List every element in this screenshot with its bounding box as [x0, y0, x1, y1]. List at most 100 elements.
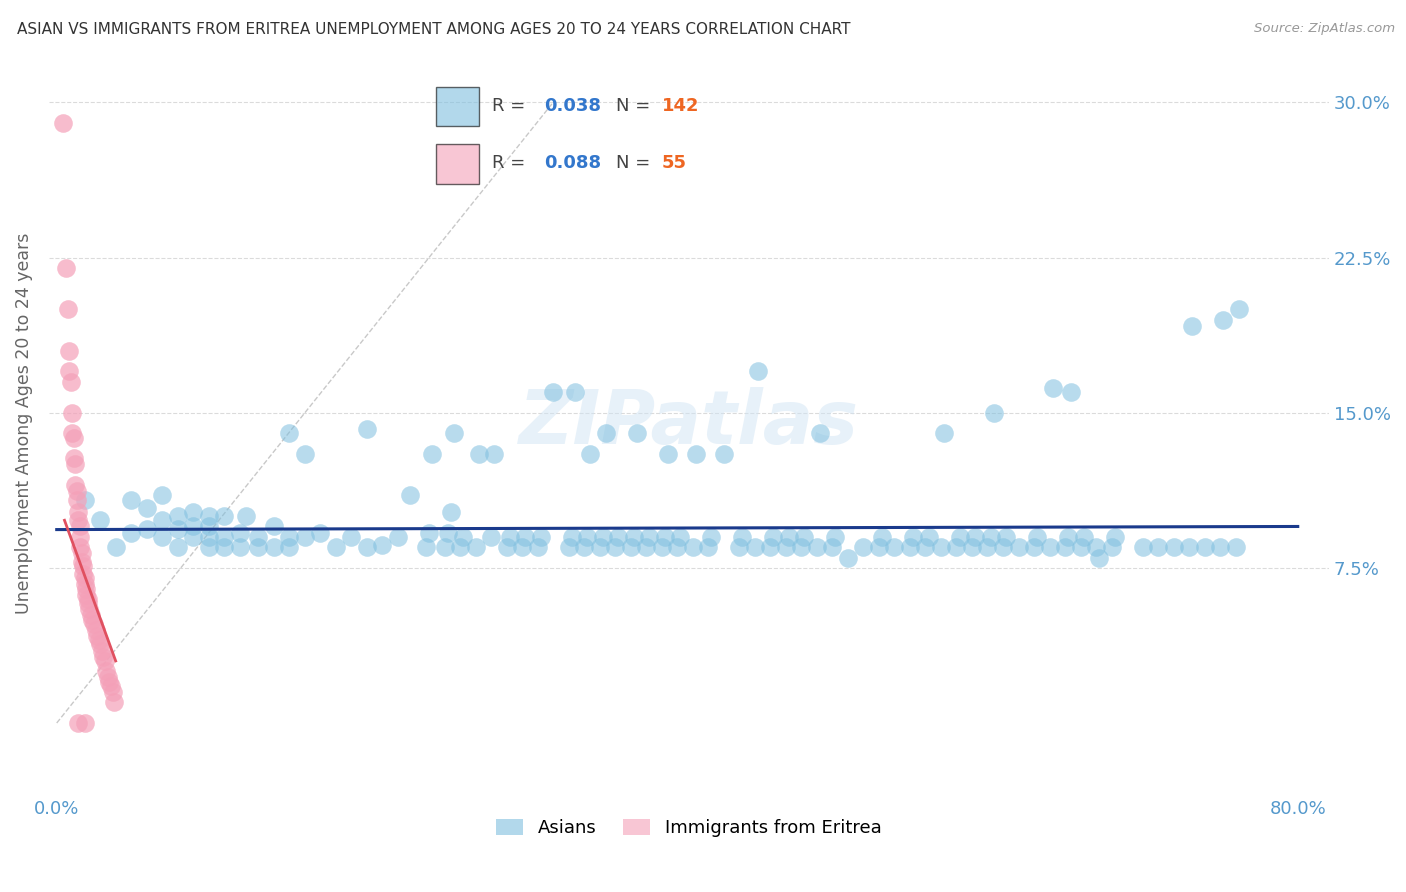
Point: [868, 540, 890, 554]
Point: [440, 505, 463, 519]
Point: [1088, 550, 1111, 565]
Point: [589, 540, 612, 554]
Point: [278, 426, 301, 441]
Point: [793, 530, 815, 544]
Point: [166, 509, 188, 524]
Point: [66, 492, 89, 507]
Point: [808, 426, 831, 441]
Point: [263, 519, 285, 533]
Point: [790, 540, 813, 554]
Point: [65, 478, 87, 492]
Point: [69, 530, 91, 544]
Point: [214, 509, 236, 524]
Point: [135, 500, 157, 515]
Point: [579, 447, 602, 461]
Point: [371, 538, 394, 552]
Point: [75, 582, 97, 596]
Point: [1101, 540, 1123, 554]
Point: [104, 540, 127, 554]
Point: [1181, 318, 1204, 333]
Point: [1007, 540, 1029, 554]
Point: [464, 540, 486, 554]
Point: [1022, 540, 1045, 554]
Point: [58, 343, 80, 358]
Point: [181, 530, 204, 544]
Point: [595, 426, 617, 441]
Point: [197, 530, 219, 544]
Point: [898, 540, 921, 554]
Point: [76, 596, 98, 610]
Point: [1060, 384, 1083, 399]
Point: [70, 546, 93, 560]
Point: [356, 422, 378, 436]
Point: [1227, 302, 1250, 317]
Point: [731, 530, 754, 544]
Point: [728, 540, 751, 554]
Point: [80, 608, 103, 623]
Point: [965, 530, 987, 544]
Point: [557, 540, 579, 554]
Point: [96, 665, 118, 679]
Point: [325, 540, 347, 554]
Point: [526, 540, 548, 554]
Point: [1147, 540, 1170, 554]
Point: [100, 679, 122, 693]
Point: [541, 384, 564, 399]
Point: [883, 540, 905, 554]
Point: [89, 637, 111, 651]
Point: [415, 540, 437, 554]
Point: [87, 633, 110, 648]
Point: [197, 519, 219, 533]
Point: [762, 530, 785, 544]
Point: [433, 540, 456, 554]
Point: [620, 540, 643, 554]
Point: [150, 530, 173, 544]
Point: [682, 540, 704, 554]
Point: [747, 364, 769, 378]
Point: [901, 530, 924, 544]
Point: [449, 540, 471, 554]
Point: [995, 530, 1018, 544]
Point: [67, 513, 90, 527]
Point: [1104, 530, 1126, 544]
Point: [229, 540, 252, 554]
Point: [980, 530, 1002, 544]
Point: [235, 509, 257, 524]
Point: [623, 530, 645, 544]
Point: [247, 540, 270, 554]
Point: [657, 447, 679, 461]
Point: [824, 530, 846, 544]
Point: [914, 540, 936, 554]
Point: [58, 364, 80, 378]
Point: [530, 530, 553, 544]
Point: [229, 525, 252, 540]
Point: [976, 540, 998, 554]
Point: [103, 695, 125, 709]
Point: [150, 488, 173, 502]
Point: [564, 384, 586, 399]
Point: [821, 540, 844, 554]
Point: [932, 426, 955, 441]
Text: Source: ZipAtlas.com: Source: ZipAtlas.com: [1254, 22, 1395, 36]
Point: [1026, 530, 1049, 544]
Point: [685, 447, 707, 461]
Point: [607, 530, 630, 544]
Point: [510, 540, 533, 554]
Point: [278, 540, 301, 554]
Point: [59, 375, 82, 389]
Point: [759, 540, 782, 554]
Point: [91, 649, 114, 664]
Point: [479, 530, 502, 544]
Point: [605, 540, 627, 554]
Point: [1085, 540, 1108, 554]
Point: [654, 530, 676, 544]
Point: [960, 540, 983, 554]
Point: [263, 540, 285, 554]
Point: [98, 674, 121, 689]
Point: [181, 505, 204, 519]
Point: [700, 530, 723, 544]
Point: [561, 530, 583, 544]
Point: [69, 540, 91, 554]
Point: [852, 540, 875, 554]
Point: [309, 525, 332, 540]
